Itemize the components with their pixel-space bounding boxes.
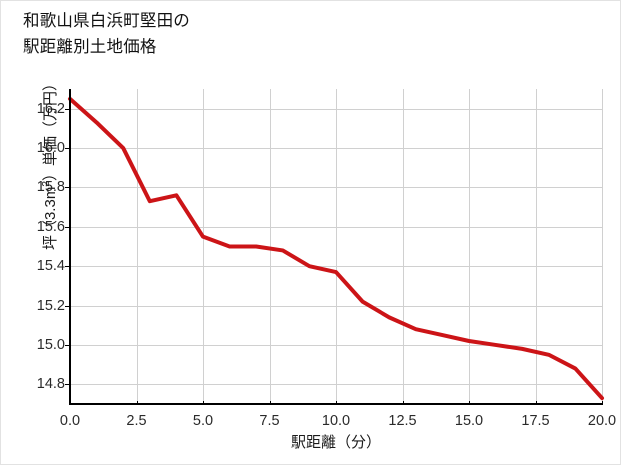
y-tick-mark — [65, 266, 69, 268]
y-axis-label: 坪（3.3m2）単価（万円） — [40, 75, 59, 251]
plot-area — [70, 89, 602, 404]
y-axis-tick-labels: 14.8 15.0 15.2 15.4 15.6 15.8 16.0 16.2 — [15, 89, 69, 404]
y-tick-mark — [65, 226, 69, 228]
y-tick-label: 15.2 — [36, 297, 65, 314]
y-tick-label: 15.6 — [36, 218, 65, 235]
y-tick-label: 16.2 — [36, 100, 65, 117]
y-tick-mark — [65, 148, 69, 150]
x-tick-mark — [469, 401, 470, 405]
y-axis-label-wrapper: 坪（3.3m2）単価（万円） — [37, 13, 61, 313]
x-tick-mark — [203, 401, 204, 405]
x-tick-label: 15.0 — [454, 413, 484, 429]
x-tick-mark — [269, 401, 271, 405]
line-series-path — [70, 99, 602, 398]
x-axis-tick-labels: 0.0 2.5 5.0 7.5 10.0 12.5 15.0 17.5 20.0 — [60, 401, 616, 431]
x-tick-mark — [136, 401, 138, 405]
x-tick-mark — [402, 401, 404, 405]
x-axis-label: 駅距離（分） — [290, 434, 381, 451]
x-tick-label: 7.5 — [259, 413, 280, 429]
x-tick-mark — [70, 401, 71, 405]
gridline-vertical — [602, 89, 603, 404]
x-tick-mark — [602, 401, 603, 405]
x-tick-mark — [535, 401, 537, 405]
y-tick-mark — [65, 384, 69, 386]
x-tick-mark — [336, 401, 337, 405]
y-tick-mark — [65, 108, 69, 110]
y-tick-label: 15.0 — [36, 336, 65, 353]
y-tick-label: 15.8 — [36, 179, 65, 196]
y-tick-mark — [65, 187, 69, 189]
y-tick-mark — [65, 344, 69, 346]
x-tick-label: 17.5 — [521, 413, 550, 429]
page-title: 和歌山県白浜町堅田の 駅距離別土地価格 — [23, 12, 190, 56]
line-series-svg — [70, 89, 602, 404]
x-tick-label: 0.0 — [59, 413, 81, 429]
x-tick-label: 10.0 — [321, 413, 351, 429]
y-tick-label: 16.0 — [36, 140, 65, 157]
y-tick-label: 15.4 — [36, 258, 65, 275]
y-axis-spine — [69, 89, 71, 405]
x-tick-label: 20.0 — [587, 413, 617, 429]
y-tick-mark — [65, 305, 69, 307]
x-tick-label: 5.0 — [192, 413, 214, 429]
x-tick-label: 2.5 — [126, 413, 147, 429]
x-tick-label: 12.5 — [388, 413, 417, 429]
y-tick-label: 14.8 — [36, 376, 65, 393]
